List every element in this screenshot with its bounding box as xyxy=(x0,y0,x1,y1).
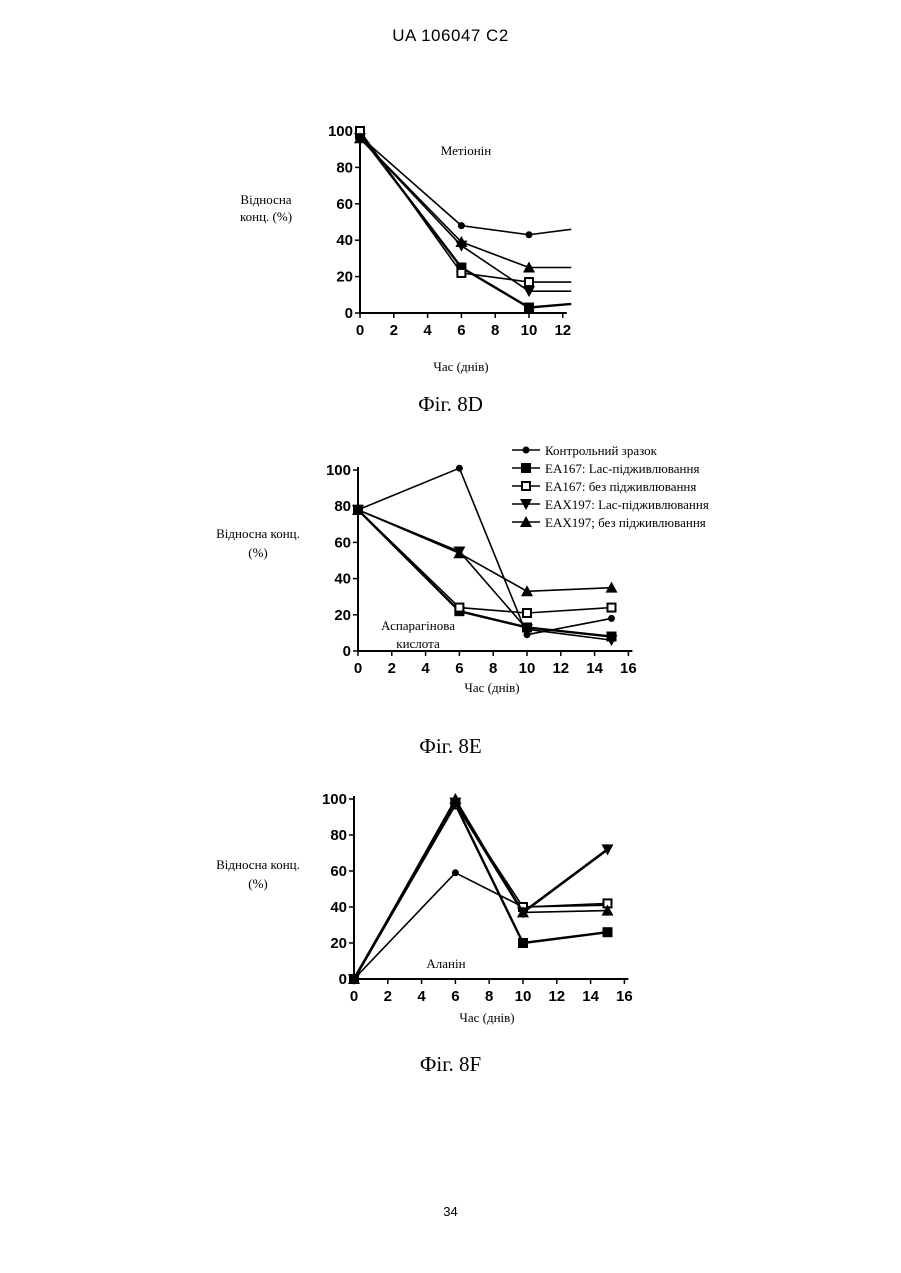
x-tick-label: 6 xyxy=(451,988,459,1005)
data-point xyxy=(603,927,613,937)
series-line xyxy=(354,799,608,979)
x-tick-label: 10 xyxy=(515,988,532,1005)
y-tick-label: 0 xyxy=(339,971,347,988)
chart-fig-8f: 0 2 4 6 8 10 12 14 16 0 20 40 60 80 100 Відносна конц. (… xyxy=(0,0,901,1040)
figure-caption-8f: Фіг. 8F xyxy=(0,1052,901,1077)
x-tick-label: 16 xyxy=(616,988,633,1005)
x-tick-label: 12 xyxy=(548,988,565,1005)
x-tick-label: 8 xyxy=(485,988,493,1005)
series-line xyxy=(354,803,608,979)
series-line xyxy=(354,804,608,979)
x-tick-label: 2 xyxy=(384,988,392,1005)
x-tick-label: 0 xyxy=(350,988,358,1005)
y-tick-label: 20 xyxy=(330,935,347,952)
page-number: 34 xyxy=(0,1204,901,1219)
y-axis-label: (%) xyxy=(248,876,268,891)
series-line xyxy=(354,873,608,979)
y-tick-label: 100 xyxy=(322,791,347,808)
y-axis-label: Відносна конц. xyxy=(216,857,300,872)
x-axis-label: Час (днів) xyxy=(459,1010,514,1025)
x-tick-label: 14 xyxy=(582,988,599,1005)
data-point xyxy=(452,869,459,876)
y-tick-label: 60 xyxy=(330,863,347,880)
data-point xyxy=(518,938,528,948)
series-line xyxy=(354,804,608,979)
y-tick-label: 40 xyxy=(330,899,347,916)
y-tick-label: 80 xyxy=(330,827,347,844)
x-tick-label: 4 xyxy=(417,988,426,1005)
chart-annotation: Аланін xyxy=(426,956,465,971)
